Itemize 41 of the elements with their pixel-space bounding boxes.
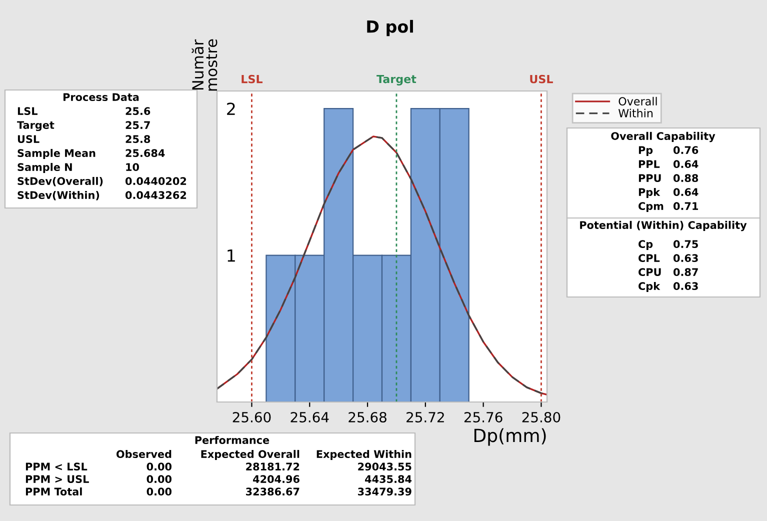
chart-title: D pol [367, 20, 413, 36]
text: Performance [195, 436, 270, 444]
text: PPM < LSL 0.00 28181.72 29043.55 [26, 462, 412, 471]
x-axis-title: Dp(mm) [474, 428, 546, 446]
text: LSL 25.6 [18, 107, 150, 116]
text: Ppk 0.64 [638, 188, 698, 198]
legend-label: Within [618, 108, 653, 118]
text: PPM > USL 0.00 4204.96 4435.84 [26, 475, 412, 484]
text: USL 25.8 [18, 135, 150, 144]
text: Cp 0.75 [638, 240, 698, 250]
ref-line-label: USL [530, 74, 553, 84]
text: CPU 0.87 [638, 268, 698, 276]
text: StDev(Within) 0.0443262 [18, 190, 186, 200]
x-tick-label: 25.68 [348, 412, 386, 422]
text: PPL 0.64 [638, 160, 698, 168]
text: Sample N 10 [18, 162, 139, 174]
line-series [217, 136, 547, 396]
text: Overall Capability [611, 132, 716, 142]
text: Process Data [64, 93, 139, 102]
ref-line-label: Target [376, 74, 416, 86]
text: PPM Total 0.00 32386.67 33479.39 [26, 487, 412, 496]
text: Observed Expected Overall Expected Within [116, 450, 412, 460]
text: Cpm 0.71 [638, 202, 698, 212]
x-tick-label: 25.76 [464, 412, 502, 422]
y-tick-label: 2 [227, 102, 235, 115]
text: PPU 0.88 [638, 174, 698, 182]
text: Potential (Within) Capability [580, 220, 747, 232]
ref-line-label: LSL [242, 74, 263, 84]
text: Target 25.7 [17, 121, 150, 132]
text: StDev(Overall) 0.0440202 [18, 176, 186, 186]
text: Sample Mean 25.684 [18, 148, 165, 160]
text: Pp 0.76 [638, 146, 698, 156]
x-tick-label: 25.60 [232, 412, 271, 422]
text: Cpk 0.63 [638, 282, 698, 292]
x-tick-label: 25.64 [290, 412, 329, 422]
text: CPL 0.63 [638, 254, 698, 262]
y-tick-label: 1 [228, 249, 235, 262]
y-axis-title: Număr mostre [192, 39, 218, 91]
x-tick-label: 25.72 [406, 412, 444, 422]
legend-label: Overall [618, 96, 657, 106]
x-tick-label: 25.80 [522, 412, 560, 422]
